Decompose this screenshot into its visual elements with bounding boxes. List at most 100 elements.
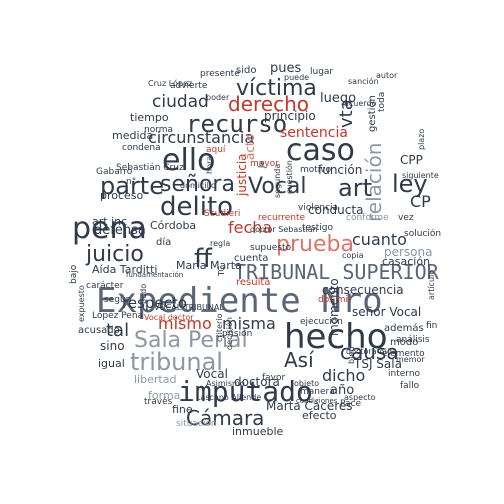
word-pudo: pudo xyxy=(139,283,148,304)
word-prision: prisión xyxy=(222,329,253,339)
word-expediente-nro: Expediente Nro xyxy=(96,281,383,321)
word-expuesto: expuesto xyxy=(77,285,86,322)
word-persona: persona xyxy=(384,245,433,259)
word-fin: fin xyxy=(426,321,438,331)
word-plazo: plazo xyxy=(417,128,426,150)
word-luego: luego xyxy=(320,91,357,106)
word-pues: pues xyxy=(270,61,302,76)
word-conforme: conforme xyxy=(346,213,389,223)
word-favor: favor xyxy=(262,373,286,383)
word-proceso: proceso xyxy=(100,189,144,202)
word-cuestion: cuestión xyxy=(285,160,294,194)
word-sebastian-cruz: Sebastián Cruz xyxy=(116,163,184,173)
word-fundamentacion: fundamentación xyxy=(126,271,184,279)
word-senor-vocal: señor Vocal xyxy=(352,305,422,319)
word-sino: sino xyxy=(100,339,125,353)
word-misma: misma xyxy=(222,314,276,333)
word-tribunal: tribunal xyxy=(130,348,223,376)
word-acuerdo: acuerdo xyxy=(344,99,377,108)
word-ejecucion: ejecución xyxy=(300,317,343,327)
word-gabarro: Gabarró xyxy=(96,167,133,177)
word-poder: poder xyxy=(206,93,230,102)
word-decision: decisión xyxy=(225,317,234,350)
word-bajo: bajo xyxy=(69,264,79,284)
word-vez: vez xyxy=(398,213,414,223)
word-libertad: libertad xyxy=(134,373,177,386)
word-causa: causa xyxy=(340,340,399,364)
word-igual: igual xyxy=(98,357,125,370)
word-casacion: casación xyxy=(382,255,431,268)
word-circunstancia: circunstancia xyxy=(148,128,255,147)
word-lascano-allende: Lascano Allende xyxy=(196,393,262,402)
word-analisis: análisis xyxy=(396,335,430,345)
word-asi: Así xyxy=(284,348,314,372)
word-scudieri: Scudieri xyxy=(204,209,241,219)
word-supuesto: supuesto xyxy=(250,243,292,253)
word-fallo: fallo xyxy=(400,381,420,391)
word-cp: CP xyxy=(410,192,431,211)
word-conducta: conducta xyxy=(308,203,364,217)
word-funcion: función xyxy=(318,163,363,177)
word-tsj-sala: TSJ Sala xyxy=(354,357,402,371)
word-testigo: testigo xyxy=(302,223,334,233)
word-autor: autor xyxy=(376,71,398,80)
word-criterio: criterio xyxy=(215,313,224,342)
word-hecho: hecho xyxy=(284,317,388,357)
word-recurrente: recurrente xyxy=(258,213,306,223)
word-mismo: mismo xyxy=(158,314,212,333)
word-respecto: respecto xyxy=(122,294,187,312)
word-ademas: además xyxy=(384,323,424,334)
word-cpp: CPP xyxy=(400,153,423,167)
word-art: art xyxy=(338,174,372,202)
word-dicho: dicho xyxy=(322,366,366,385)
word-traves: través xyxy=(144,397,173,407)
word-vocal-2: Vocal xyxy=(196,367,228,381)
word-segunda: segunda xyxy=(273,163,282,198)
word-dos-mil: dos mil xyxy=(318,295,351,305)
word-doctora: doctora xyxy=(234,375,280,389)
word-ff: ff xyxy=(194,244,212,274)
word-tal: tal xyxy=(106,320,130,341)
word-consecuencia: consecuencia xyxy=(322,283,404,297)
word-caso: caso xyxy=(286,133,355,168)
word-parte: parte xyxy=(100,172,164,200)
word-siguiente: siguiente xyxy=(402,171,439,180)
word-cordoba: Córdoba xyxy=(150,219,197,232)
word-toda: toda xyxy=(377,91,387,112)
word-momento: momento xyxy=(327,278,341,336)
word-ley: ley xyxy=(392,170,428,198)
word-maria-marta: María Marta xyxy=(176,259,242,272)
word-recurso: recurso xyxy=(186,110,288,138)
word-delito: delito xyxy=(160,192,234,222)
word-solucion: solución xyxy=(404,229,442,239)
word-presente: presente xyxy=(200,69,240,79)
word-doctor-sebastian: doctor Sebastián xyxy=(250,225,318,234)
word-imputado: imputado xyxy=(178,375,313,408)
word-art-inc: art inc xyxy=(92,215,128,228)
word-vocal-tribunal: VOCAL TRIBUNAL xyxy=(154,303,224,312)
word-victima: víctima xyxy=(236,76,317,101)
word-cruz-lopez: Cruz López xyxy=(148,79,193,88)
word-acusado: acusado xyxy=(78,325,120,336)
word-copia: copia xyxy=(342,251,364,260)
word-tc: TC xyxy=(217,265,226,276)
word-condena: condena xyxy=(122,143,161,153)
word-fine: fine xyxy=(172,403,193,416)
word-hora: hora xyxy=(205,155,214,174)
word-mayor: mayor xyxy=(250,159,279,169)
word-asimismo: Asimismo xyxy=(206,379,245,388)
word-marta-caceres: Marta Cáceres xyxy=(266,399,353,413)
word-ello: ello xyxy=(162,143,216,178)
word-cuenta: cuenta xyxy=(234,253,269,264)
word-principio: principio xyxy=(264,109,316,123)
word-sentencia: sentencia xyxy=(280,125,348,141)
word-condiciones: condiciones xyxy=(296,397,338,405)
word-n: n° xyxy=(126,177,137,187)
word-interno: interno xyxy=(388,369,421,379)
word-bien: bien xyxy=(347,346,356,364)
word-violencia: violencia xyxy=(298,203,339,213)
word-norma: norma xyxy=(144,125,174,135)
word-tribunal-superior: TRIBUNAL SUPERIOR xyxy=(234,260,439,284)
word-fecha: fecha xyxy=(228,218,273,237)
